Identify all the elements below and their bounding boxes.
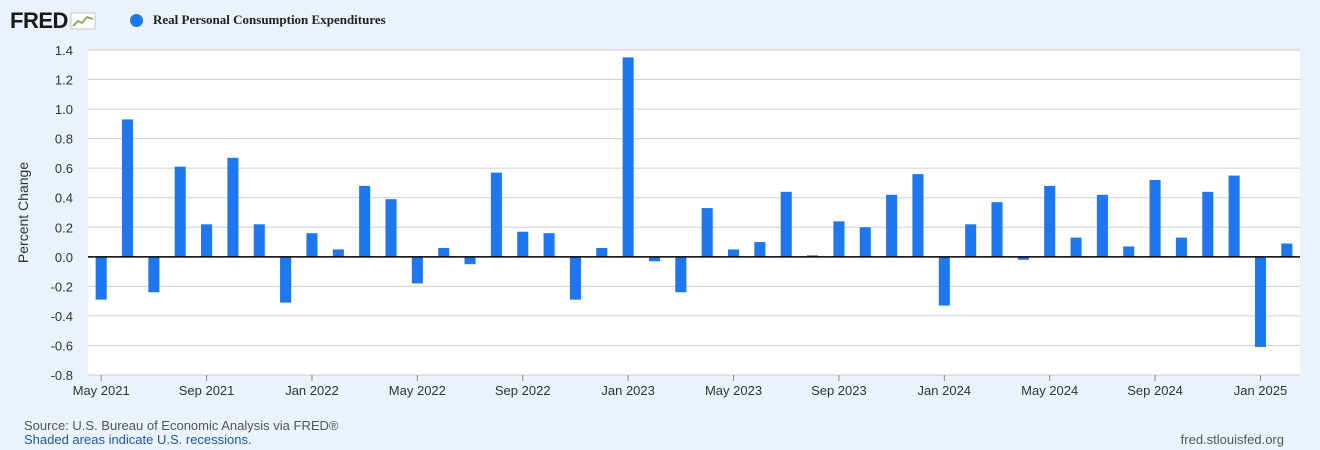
- bar[interactable]: [1202, 191, 1214, 257]
- bar[interactable]: [727, 249, 740, 257]
- bar[interactable]: [543, 233, 555, 257]
- bar[interactable]: [780, 191, 792, 257]
- y-tick-label: 0.6: [55, 161, 73, 176]
- bar-chart: 1.4 1.2 1.0 0.8 0.6 0.4 0.2 0.0 -0.2 -0.4 -0.6 -0.8…: [15, 43, 1300, 398]
- legend-series-marker: [130, 13, 143, 27]
- bar[interactable]: [965, 224, 977, 257]
- x-tick-label: Sep 2024: [1127, 383, 1183, 398]
- bar[interactable]: [306, 233, 318, 257]
- y-axis-label: Percent Change: [15, 162, 31, 263]
- y-tick-label: -0.8: [51, 368, 73, 383]
- y-tick-label: 0.4: [55, 191, 73, 206]
- x-tick-label: Sep 2023: [811, 383, 867, 398]
- source-note: Source: U.S. Bureau of Economic Analysis…: [24, 418, 339, 433]
- legend-series-label: Real Personal Consumption Expenditures: [153, 12, 386, 27]
- x-tick-label: Jan 2024: [918, 383, 972, 398]
- bar[interactable]: [438, 247, 450, 257]
- fred-logo[interactable]: FRED: [10, 8, 96, 34]
- x-tick-label: Jan 2025: [1234, 383, 1288, 398]
- fred-logo-text: FRED: [10, 8, 68, 33]
- bar[interactable]: [464, 256, 476, 265]
- bar[interactable]: [675, 256, 687, 293]
- bar[interactable]: [754, 242, 766, 257]
- fred-url-link[interactable]: fred.stlouisfed.org: [1180, 432, 1284, 447]
- bar[interactable]: [1070, 237, 1082, 257]
- y-tick-label: -0.2: [51, 279, 73, 294]
- bar[interactable]: [569, 256, 581, 300]
- y-tick-label: 0.2: [55, 220, 73, 235]
- bar[interactable]: [1254, 256, 1267, 347]
- y-tick-label: -0.6: [51, 338, 73, 353]
- chart-legend: Real Personal Consumption Expenditures: [130, 12, 386, 28]
- y-tick-label: 1.2: [55, 73, 73, 88]
- bar[interactable]: [385, 199, 397, 257]
- line-chart-icon: [70, 12, 96, 30]
- bar[interactable]: [596, 247, 608, 257]
- bar[interactable]: [1175, 237, 1187, 257]
- x-tick-label: Jan 2022: [285, 383, 339, 398]
- x-tick-label: May 2024: [1021, 383, 1078, 398]
- x-tick-label: Jan 2023: [601, 383, 655, 398]
- y-tick-label: 1.4: [55, 43, 73, 58]
- bar[interactable]: [174, 166, 186, 257]
- bar[interactable]: [859, 227, 871, 257]
- bar[interactable]: [490, 172, 502, 257]
- bar[interactable]: [121, 119, 134, 257]
- bar[interactable]: [1281, 243, 1293, 257]
- x-tick-label: May 2022: [389, 383, 446, 398]
- bar[interactable]: [648, 256, 661, 262]
- y-tick-label: -0.4: [51, 309, 73, 324]
- bar[interactable]: [253, 224, 265, 257]
- bar[interactable]: [912, 174, 924, 257]
- bar[interactable]: [95, 256, 107, 300]
- bar[interactable]: [332, 249, 344, 257]
- bar[interactable]: [1044, 185, 1056, 257]
- bar[interactable]: [517, 231, 529, 257]
- bar[interactable]: [201, 224, 213, 257]
- bar[interactable]: [280, 256, 292, 303]
- x-tick-label: Sep 2021: [179, 383, 235, 398]
- bar[interactable]: [938, 256, 950, 306]
- bar[interactable]: [148, 256, 160, 293]
- bar[interactable]: [991, 202, 1003, 257]
- bar[interactable]: [1123, 246, 1135, 257]
- bar[interactable]: [701, 208, 713, 257]
- bar[interactable]: [1228, 175, 1240, 257]
- bar[interactable]: [359, 185, 371, 257]
- y-tick-label: 1.0: [55, 102, 73, 117]
- y-tick-label: 0.8: [55, 132, 73, 147]
- bar[interactable]: [1149, 180, 1161, 257]
- x-tick-label: Sep 2022: [495, 383, 551, 398]
- bar[interactable]: [833, 221, 845, 257]
- x-tick-label: May 2021: [73, 383, 130, 398]
- bar[interactable]: [227, 157, 239, 257]
- bar[interactable]: [622, 57, 634, 257]
- y-tick-label: 0.0: [55, 250, 73, 265]
- plot-area: [88, 50, 1300, 375]
- bar[interactable]: [886, 194, 898, 257]
- x-tick-label: May 2023: [705, 383, 762, 398]
- bar[interactable]: [411, 256, 423, 284]
- recession-note: Shaded areas indicate U.S. recessions.: [24, 432, 252, 447]
- bar[interactable]: [1096, 194, 1108, 257]
- bar[interactable]: [1017, 256, 1029, 260]
